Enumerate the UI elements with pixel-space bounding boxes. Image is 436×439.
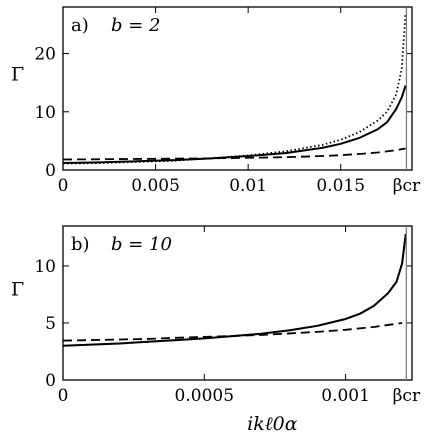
panel-a-param-label: b = 2 [111,15,161,36]
panel-a: 0 0.005 0.01 0.015 0 10 20 a) b = 2 Γ βcr [11,6,421,196]
x-tick-label: 0.0005 [175,386,234,406]
panel-a-frame [62,6,413,171]
panel-a-ticks: 0 0.005 0.01 0.015 0 10 20 [34,7,412,196]
series-line-dotted [62,12,407,165]
y-tick-label: 5 [45,314,56,334]
panel-b: 0 0.0005 0.001 0 5 10 b) b = 10 Γ βcr ikℓ0α [11,225,421,435]
panel-b-series [62,231,407,347]
x-tick-label: 0 [58,176,69,196]
panel-b-critical-label: βcr [393,386,421,406]
x-tick-label: 0.015 [316,176,365,196]
panel-a-y-axis-label: Γ [11,63,24,85]
y-tick-label: 10 [34,103,56,123]
y-tick-label: 0 [45,161,56,181]
panel-b-y-axis-label: Γ [11,278,24,300]
panel-b-ticks: 0 0.0005 0.001 0 5 10 [34,226,412,406]
y-tick-label: 10 [34,257,56,277]
x-tick-label: 0.01 [229,176,267,196]
series-line-dashed [62,147,406,161]
panel-b-label: b) [71,234,90,255]
panel-a-critical-label: βcr [393,176,421,196]
series-line-solid [62,85,407,165]
panel-b-frame [62,225,413,381]
x-tick-label: 0.005 [131,176,180,196]
panel-a-series [62,12,407,165]
y-tick-label: 0 [45,371,56,391]
series-line-dashed [62,322,403,342]
panel-b-param-label: b = 10 [111,234,172,255]
y-tick-label: 20 [34,45,56,65]
panel-b-x-axis-label: ikℓ0α [247,413,298,435]
x-tick-label: 0 [58,386,69,406]
series-line-solid [62,233,407,347]
x-tick-label: 0.001 [321,386,370,406]
panel-a-label: a) [71,15,89,36]
